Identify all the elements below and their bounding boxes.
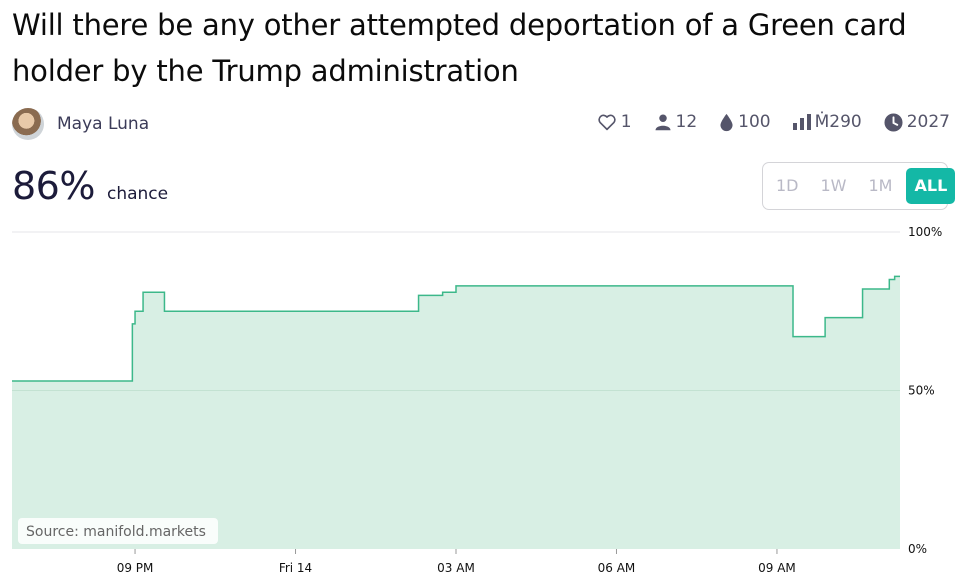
user-icon (655, 114, 671, 131)
close-date-stat[interactable]: 2027 (884, 112, 950, 132)
x-tick-label: 06 AM (598, 561, 636, 575)
probability-chart[interactable]: 09 PM Fri 14 03 AM 06 AM 09 AM 0% 50% 100% Sourc… (0, 218, 960, 584)
x-tick-label: 09 AM (758, 561, 796, 575)
probability-line (12, 275, 900, 382)
probability-display: 86% chance (12, 164, 168, 208)
range-1w-button[interactable]: 1W (820, 176, 847, 195)
likes-stat[interactable]: 1 (597, 112, 632, 132)
droplet-icon (720, 113, 733, 131)
liquidity-value: 100 (738, 112, 771, 132)
liquidity-stat[interactable]: 100 (719, 112, 771, 132)
probability-area (12, 276, 900, 549)
market-stats: 1 12 100 Ṁ290 2027 (597, 112, 950, 132)
traders-stat[interactable]: 12 (654, 112, 698, 132)
bar-chart-icon (792, 114, 811, 130)
probability-label: chance (106, 184, 169, 204)
likes-count: 1 (620, 112, 632, 132)
y-tick-label: 0% (908, 542, 927, 556)
author-name[interactable]: Maya Luna (57, 114, 150, 134)
time-range-selector: 1D 1W 1M ALL (762, 162, 956, 210)
range-1d-button[interactable]: 1D (776, 176, 799, 195)
avatar[interactable] (12, 108, 44, 140)
range-all-button[interactable]: ALL (906, 168, 956, 204)
market-title: Will there be any other attempted deport… (12, 8, 907, 88)
volume-value: Ṁ290 (814, 112, 862, 132)
source-label: Source: manifold.markets (26, 524, 206, 540)
traders-count: 12 (675, 112, 698, 132)
author[interactable]: Maya Luna (12, 108, 149, 140)
probability-value: 86% (12, 164, 95, 208)
x-tick-label: Fri 14 (279, 561, 312, 575)
x-tick-label: 03 AM (437, 561, 475, 575)
volume-stat[interactable]: Ṁ290 (792, 112, 862, 132)
clock-icon (884, 112, 903, 132)
x-tick-label: 09 PM (117, 561, 154, 575)
range-1m-button[interactable]: 1M (868, 176, 893, 195)
y-tick-label: 100% (908, 225, 942, 239)
heart-icon (598, 114, 616, 131)
source-badge (18, 518, 218, 544)
close-year: 2027 (906, 112, 950, 132)
y-tick-label: 50% (908, 384, 935, 398)
